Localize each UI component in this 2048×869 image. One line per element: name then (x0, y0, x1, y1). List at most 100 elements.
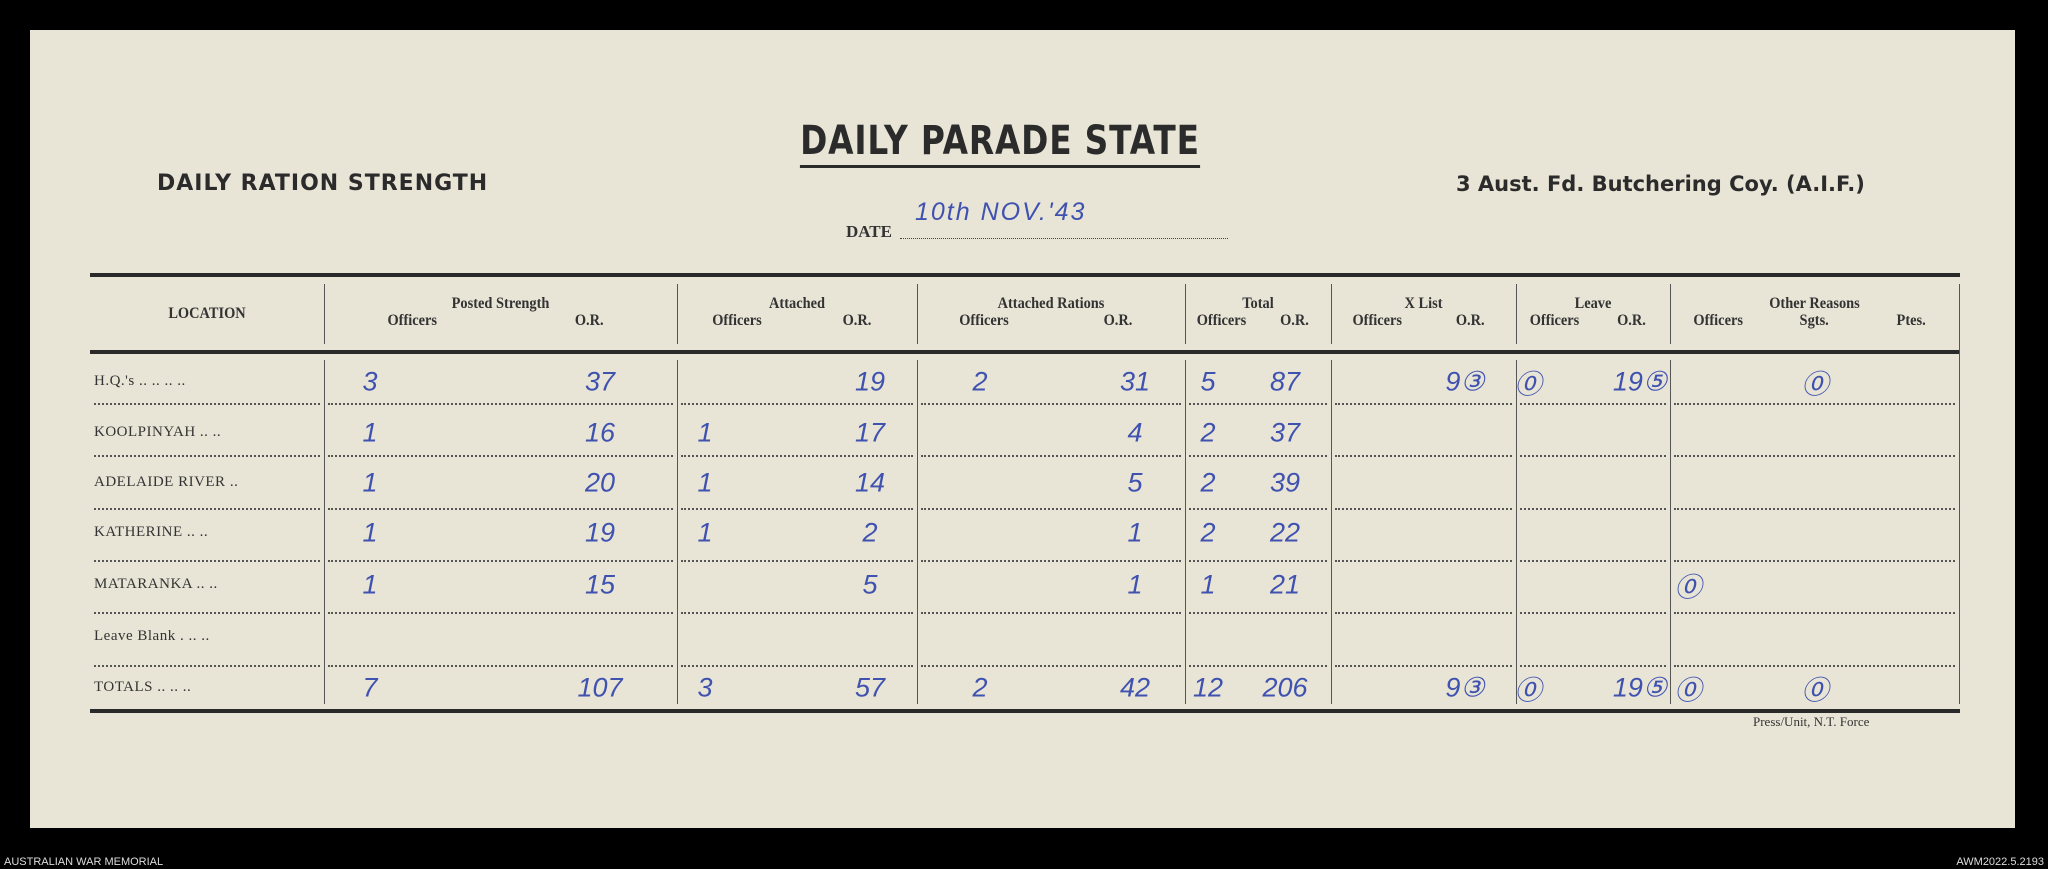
table-top-rule (90, 273, 1960, 277)
column-divider (1516, 360, 1517, 704)
column-divider (917, 360, 918, 704)
column-divider (1670, 284, 1671, 344)
cell-value: 9③ (1445, 672, 1485, 703)
row-separator (94, 665, 320, 667)
row-separator (1189, 455, 1327, 457)
cell-value: 15 (584, 569, 616, 600)
cell-value: 7 (362, 672, 378, 703)
cell-value: 2 (972, 366, 988, 397)
date-label: DATE (846, 222, 892, 241)
row-separator (1674, 665, 1955, 667)
cell-value: ⓪ (1801, 675, 1829, 706)
row-separator (921, 455, 1181, 457)
row-separator (1189, 560, 1327, 562)
column-group-header: Total (1242, 295, 1274, 312)
cell-value: 9③ (1445, 366, 1485, 397)
column-subheader: Ptes. (1896, 312, 1926, 329)
column-divider (1185, 284, 1186, 344)
cell-value: 5 (1127, 467, 1143, 498)
row-separator (1520, 455, 1666, 457)
cell-value: 1 (362, 569, 378, 600)
cell-value: 3 (362, 366, 378, 397)
parade-state-form (30, 30, 2015, 828)
column-subheader: Officers (1693, 312, 1743, 329)
cell-value: 57 (854, 672, 886, 703)
row-separator (1335, 612, 1512, 614)
cell-value: 1 (362, 467, 378, 498)
cell-value: 206 (1262, 672, 1308, 703)
row-separator (94, 560, 320, 562)
column-subheader: Sgts. (1799, 312, 1830, 329)
location-header: LOCATION (168, 305, 246, 322)
row-separator (921, 665, 1181, 667)
column-subheader: Officers (1529, 312, 1580, 329)
column-group-header: Attached (769, 295, 825, 312)
cell-value: 2 (862, 517, 878, 548)
column-subheader: Officers (1352, 312, 1403, 329)
row-location-label: MATARANKA .. .. (94, 576, 218, 592)
row-separator (1674, 612, 1955, 614)
cell-value: 2 (1200, 467, 1216, 498)
cell-value: 1 (697, 517, 713, 548)
cell-value: 5 (1200, 366, 1216, 397)
cell-value: 17 (854, 417, 886, 448)
row-separator (94, 508, 320, 510)
form-title: DAILY PARADE STATE (180, 118, 1820, 168)
cell-value: 2 (1200, 417, 1216, 448)
cell-value: 39 (1269, 467, 1301, 498)
row-separator (328, 560, 673, 562)
row-separator (328, 612, 673, 614)
row-separator (94, 403, 320, 405)
column-divider (1331, 284, 1332, 344)
column-divider (324, 284, 325, 344)
row-location-label: KOOLPINYAH .. .. (94, 424, 222, 440)
row-location-label: TOTALS .. .. .. (94, 679, 192, 695)
row-separator (681, 455, 913, 457)
row-separator (681, 665, 913, 667)
cell-value: 1 (362, 517, 378, 548)
cell-value: 14 (854, 467, 886, 498)
row-separator (1189, 612, 1327, 614)
row-separator (1335, 560, 1512, 562)
column-subheader: O.R. (1280, 312, 1309, 329)
date-value: 10th NOV.'43 (915, 198, 1087, 226)
row-separator (94, 455, 320, 457)
row-separator (921, 612, 1181, 614)
column-subheader: O.R. (1455, 312, 1485, 329)
cell-value: 1 (1127, 517, 1143, 548)
column-subheader: O.R. (1103, 312, 1133, 329)
row-separator (1520, 508, 1666, 510)
cell-value: 42 (1119, 672, 1151, 703)
row-separator (1335, 665, 1512, 667)
row-location-label: H.Q.'s .. .. .. .. (94, 373, 186, 389)
column-subheader: Officers (712, 312, 762, 329)
row-separator (328, 508, 673, 510)
cell-value: ⓪ (1674, 572, 1702, 603)
row-separator (1520, 403, 1666, 405)
row-separator (681, 612, 913, 614)
row-separator (1520, 560, 1666, 562)
row-location-label: KATHERINE .. .. (94, 524, 209, 540)
row-separator (681, 403, 913, 405)
row-separator (1520, 612, 1666, 614)
cell-value: 37 (1269, 417, 1301, 448)
cell-value: 4 (1127, 417, 1143, 448)
cell-value: 31 (1119, 366, 1151, 397)
unit-name: 3 Aust. Fd. Butchering Coy. (A.I.F.) (1456, 172, 1865, 196)
ration-strength-heading: DAILY RATION STRENGTH (157, 171, 489, 196)
cell-value: ⓪ (1801, 369, 1829, 400)
cell-value: 19 (584, 517, 616, 548)
cell-value: 22 (1269, 517, 1301, 548)
column-group-header: X List (1404, 295, 1443, 312)
cell-value: 3 (697, 672, 713, 703)
cell-value: 107 (577, 672, 623, 703)
row-separator (921, 403, 1181, 405)
row-separator (1674, 508, 1955, 510)
cell-value: 2 (1200, 517, 1216, 548)
cell-value: 19 (854, 366, 886, 397)
column-group-header: Other Reasons (1769, 295, 1860, 312)
column-subheader: O.R. (842, 312, 872, 329)
cell-value: 5 (862, 569, 878, 600)
row-separator (921, 508, 1181, 510)
column-divider (324, 360, 325, 704)
